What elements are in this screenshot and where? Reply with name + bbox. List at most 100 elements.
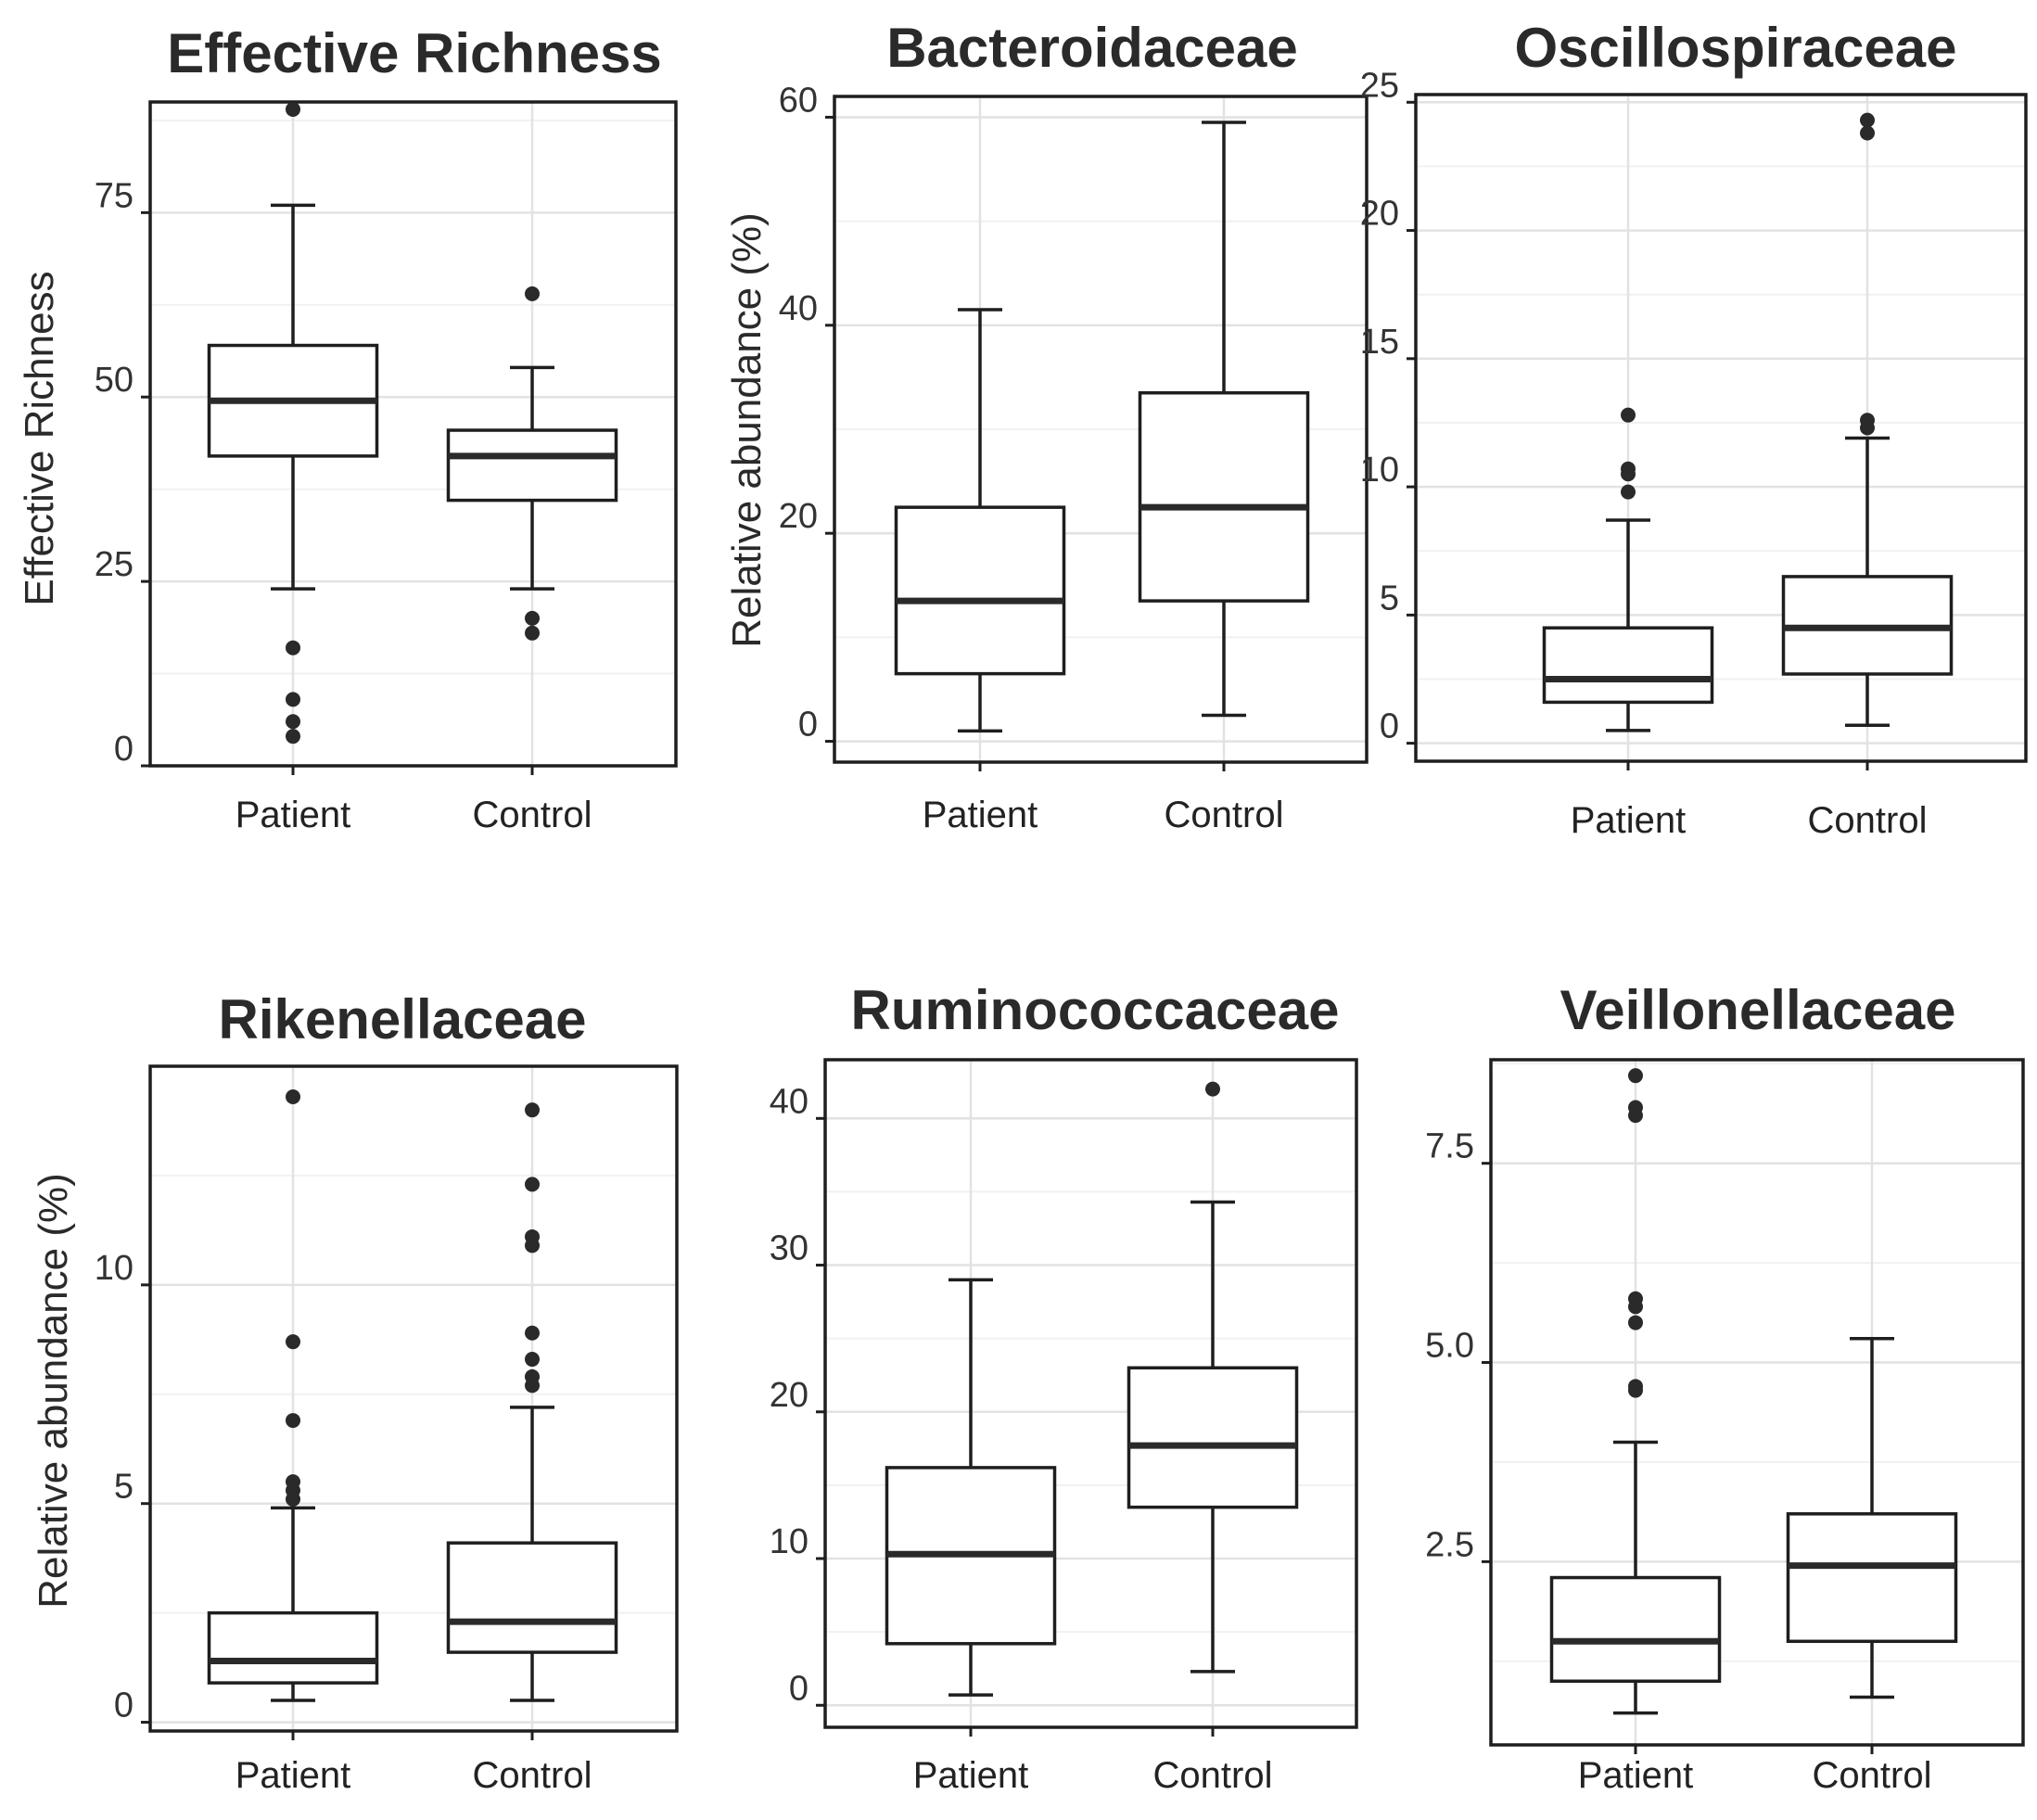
y-tick-label: 75 [95, 176, 134, 215]
box-control [1781, 112, 1954, 728]
y-tick-label: 10 [1360, 451, 1399, 490]
x-tick-label: Control [1153, 1755, 1273, 1796]
y-tick-label: 5 [114, 1468, 134, 1507]
panel-border [1489, 1058, 2025, 1747]
y-tick-label: 60 [779, 81, 818, 120]
outlier-point [1621, 466, 1636, 482]
outlier-point [286, 729, 300, 745]
panel-title: Oscillospiraceae [1515, 17, 1957, 79]
outlier-point [286, 1413, 300, 1429]
y-axis-label: Effective Richness [17, 271, 62, 605]
y-tick-label: 20 [770, 1376, 808, 1415]
iqr-box [446, 1541, 618, 1654]
box-control [1786, 1337, 1958, 1699]
outlier-point [1628, 1382, 1643, 1398]
outlier-point [1621, 484, 1636, 500]
y-tick-label: 0 [114, 1686, 134, 1725]
box-patient [1542, 407, 1714, 732]
panel-ruminococcaceae: Ruminococcaceae 0 10 20 30 40 Patient Control [770, 979, 1358, 1796]
y-tick-label: 2.5 [1425, 1525, 1474, 1564]
box-control [446, 1102, 618, 1702]
box-control [1138, 121, 1310, 718]
outlier-point [286, 101, 300, 117]
y-axis-label: Relative abundance (%) [31, 1173, 76, 1609]
panel-bacteroidaceae: Bacteroidaceae Relative abundance (%) 0 2… [724, 17, 1369, 835]
y-tick-label: 25 [1360, 66, 1399, 105]
y-tick-label: 5 [1380, 579, 1399, 617]
x-tick-label: Patient [236, 1755, 351, 1796]
box-patient [1549, 1068, 1722, 1715]
outlier-point [1621, 407, 1636, 423]
x-tick-label: Patient [913, 1755, 1029, 1796]
panel-title: Rikenellaceae [219, 988, 587, 1050]
x-tick-label: Control [1165, 795, 1284, 835]
iqr-box [207, 1610, 379, 1685]
x-tick-label: Patient [1578, 1755, 1694, 1796]
outlier-point [286, 692, 300, 707]
y-tick-label: 5.0 [1425, 1327, 1474, 1366]
x-tick-label: Patient [236, 795, 351, 835]
y-tick-label: 15 [1360, 323, 1399, 362]
x-tick-label: Patient [1571, 800, 1687, 841]
outlier-point [1628, 1108, 1643, 1124]
x-tick-label: Control [1808, 800, 1928, 841]
outlier-point [1860, 112, 1875, 128]
y-tick-label: 30 [770, 1229, 808, 1268]
iqr-box [1542, 626, 1714, 705]
outlier-point [1860, 420, 1875, 436]
x-tick-label: Control [1813, 1755, 1932, 1796]
panel-rikenellaceae: Rikenellaceae Relative abundance (%) 0 5 1… [31, 988, 679, 1796]
panel-veillonellaceae: Veillonellaceae 2.5 5.0 7.5 Patient Control [1425, 979, 2025, 1796]
panel-effective-richness: Effective Richness Effective Richness 0 2… [17, 22, 678, 835]
outlier-point [525, 1378, 540, 1394]
outlier-point [1860, 125, 1875, 141]
y-tick-label: 40 [770, 1082, 808, 1121]
outlier-point [525, 1325, 540, 1341]
outlier-point [525, 286, 540, 301]
y-tick-label: 20 [779, 497, 818, 536]
iqr-box [1786, 1512, 1958, 1644]
outlier-point [286, 1334, 300, 1350]
panel-border [1414, 93, 2028, 763]
panel-title: Ruminococcaceae [851, 979, 1340, 1041]
panel-border [148, 100, 678, 768]
x-tick-label: Patient [923, 795, 1038, 835]
iqr-box [1138, 390, 1310, 603]
panel-title: Bacteroidaceae [886, 17, 1298, 79]
y-tick-label: 0 [1380, 707, 1399, 746]
box-patient [207, 101, 379, 745]
y-tick-label: 40 [779, 289, 818, 328]
panel-title: Veillonellaceae [1560, 979, 1956, 1041]
box-patient [885, 1278, 1057, 1697]
box-patient [207, 1089, 379, 1702]
outlier-point [525, 1177, 540, 1192]
panel-oscillospiraceae: Oscillospiraceae 0 5 10 15 20 25 Patient Contro… [1360, 17, 2028, 841]
outlier-point [286, 640, 300, 655]
x-tick-label: Control [473, 795, 592, 835]
iqr-box [1127, 1366, 1299, 1509]
y-axis-label: Relative abundance (%) [724, 212, 770, 648]
box-control [446, 286, 618, 641]
box-control [1127, 1081, 1299, 1674]
y-tick-label: 10 [770, 1522, 808, 1561]
y-tick-label: 7.5 [1425, 1127, 1474, 1166]
panel-title: Effective Richness [167, 22, 662, 84]
box-patient [894, 308, 1066, 733]
iqr-box [446, 428, 618, 503]
outlier-point [1628, 1315, 1643, 1330]
outlier-point [525, 610, 540, 626]
outlier-point [525, 1102, 540, 1118]
y-tick-label: 25 [95, 545, 134, 584]
outlier-point [525, 1238, 540, 1254]
panel-border [148, 1064, 679, 1733]
outlier-point [1628, 1068, 1643, 1084]
outlier-point [1205, 1081, 1220, 1097]
outlier-point [525, 1352, 540, 1368]
outlier-point [525, 625, 540, 641]
outlier-point [1628, 1299, 1643, 1315]
iqr-box [1549, 1575, 1722, 1684]
y-tick-label: 10 [95, 1249, 134, 1288]
y-tick-label: 0 [789, 1669, 808, 1708]
panel-border [823, 1058, 1358, 1729]
